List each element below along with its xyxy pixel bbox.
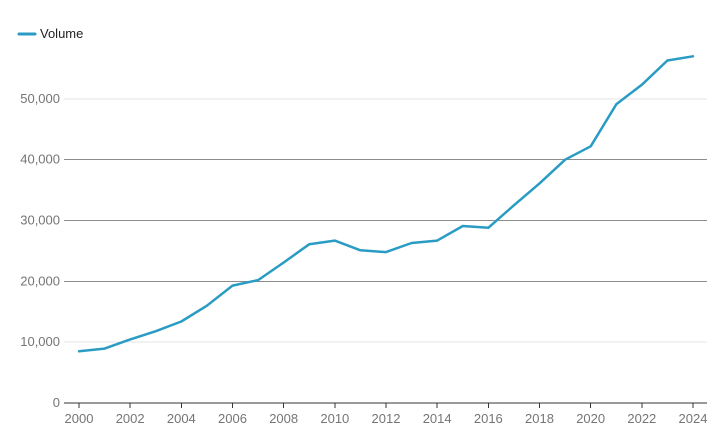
y-tick-label: 50,000 (20, 91, 60, 106)
series-line-volume (77, 55, 695, 353)
x-tick-label: 2008 (269, 411, 298, 426)
y-tick-label: 30,000 (20, 213, 60, 228)
x-tick-label: 2016 (474, 411, 503, 426)
x-tick-label: 2022 (627, 411, 656, 426)
y-tick-label: 40,000 (20, 152, 60, 167)
x-tick-label: 2012 (372, 411, 401, 426)
x-tick-label: 2010 (320, 411, 349, 426)
x-tick-label: 2024 (679, 411, 708, 426)
y-tick-label: 0 (53, 395, 60, 410)
grid-lines (64, 98, 707, 404)
x-tick-label: 2006 (218, 411, 247, 426)
x-tick-label: 2000 (65, 411, 94, 426)
y-tick-label: 10,000 (20, 334, 60, 349)
y-axis: 0 10,000 20,000 30,000 40,000 50,000 (20, 91, 60, 410)
x-tick-label: 2004 (167, 411, 196, 426)
legend-label-volume: Volume (40, 26, 83, 41)
series-group (77, 55, 695, 353)
legend[interactable]: Volume (17, 26, 83, 41)
x-tick-label: 2014 (423, 411, 452, 426)
x-tick-label: 2002 (116, 411, 145, 426)
x-tick-label: 2020 (576, 411, 605, 426)
y-tick-label: 20,000 (20, 273, 60, 288)
x-tick-label: 2018 (525, 411, 554, 426)
x-axis: 2000 2002 2004 2006 2008 2010 2012 2014 2016 2018… (65, 403, 708, 426)
